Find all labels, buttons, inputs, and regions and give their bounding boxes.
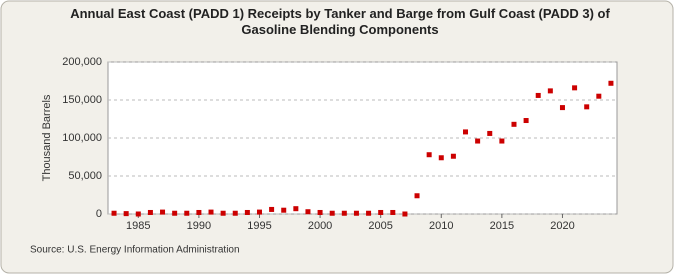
point	[463, 129, 469, 135]
point	[353, 210, 359, 216]
y-tick-label: 50,000	[68, 170, 102, 182]
source: Source: U.S. Energy Information Administ…	[30, 245, 240, 256]
point	[293, 206, 299, 212]
point	[341, 210, 347, 216]
point	[378, 209, 384, 215]
point	[366, 210, 372, 216]
point	[523, 118, 529, 124]
point	[450, 153, 456, 159]
point	[608, 80, 614, 86]
point	[269, 206, 275, 212]
point	[232, 210, 238, 216]
point	[123, 211, 129, 217]
point	[184, 210, 190, 216]
point	[160, 209, 166, 215]
y-tick-label: 100,000	[62, 132, 102, 144]
y-tick-label: 0	[96, 208, 102, 220]
chart-title: Annual East Coast (PADD 1) Receipts by T…	[70, 6, 610, 37]
point	[256, 209, 262, 215]
point	[281, 207, 287, 213]
y-tick-label: 150,000	[62, 94, 102, 106]
point	[438, 155, 444, 161]
point	[208, 209, 214, 215]
x-tick-label: 2010	[429, 220, 453, 232]
y-tick-label: 200,000	[62, 56, 102, 68]
point	[317, 209, 323, 215]
point	[559, 105, 565, 111]
point	[220, 210, 226, 216]
point	[172, 210, 178, 216]
x-tick-label: 2005	[368, 220, 392, 232]
x-tick-label: 2020	[550, 220, 574, 232]
point	[547, 88, 553, 94]
x-tick-label: 1985	[126, 220, 150, 232]
point	[596, 93, 602, 99]
point	[196, 209, 202, 215]
x-tick-label: 2015	[490, 220, 514, 232]
point	[584, 104, 590, 110]
point	[135, 211, 141, 217]
point	[244, 209, 250, 215]
point	[414, 193, 420, 199]
point	[572, 85, 578, 91]
point	[535, 92, 541, 98]
point	[111, 210, 117, 216]
point	[305, 209, 311, 215]
point	[426, 152, 432, 158]
point	[487, 130, 493, 136]
point	[499, 138, 505, 144]
x-tick-label: 1995	[247, 220, 271, 232]
x-tick-label: 2000	[308, 220, 332, 232]
y-axis-label: Thousand Barrels	[41, 94, 53, 181]
point	[475, 138, 481, 144]
point	[402, 211, 408, 217]
point	[390, 209, 396, 215]
point	[511, 121, 517, 127]
x-tick-label: 1990	[187, 220, 211, 232]
point	[147, 209, 153, 215]
point	[329, 210, 335, 216]
